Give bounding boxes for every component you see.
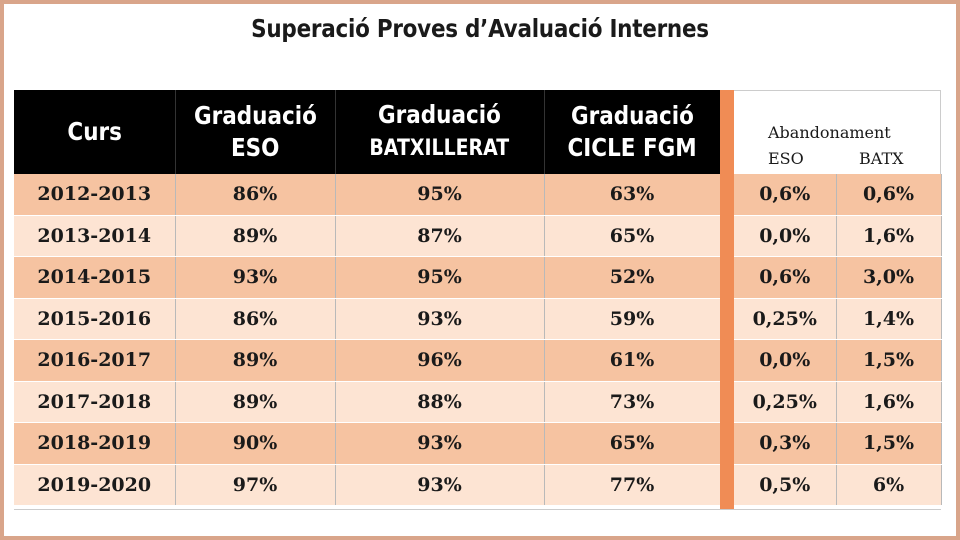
abandonament-header: Abandonament ESO BATX bbox=[734, 90, 941, 174]
cell-batx: 93% bbox=[335, 464, 545, 506]
cell-cicle: 77% bbox=[544, 464, 721, 506]
cell-abandon-eso: 0,6% bbox=[734, 256, 837, 299]
cell-batx: 95% bbox=[335, 174, 545, 216]
cell-eso: 97% bbox=[175, 464, 336, 506]
page-title: Superació Proves d’Avaluació Internes bbox=[251, 14, 709, 43]
cell-abandon-batx: 3,0% bbox=[836, 256, 942, 299]
header-graduacio-eso: Graduació ESO bbox=[175, 90, 336, 174]
header-graduacio-batxillerat: Graduació BATXILLERAT bbox=[335, 90, 545, 174]
cell-abandon-batx: 1,5% bbox=[836, 422, 942, 465]
cell-abandon-eso: 0,25% bbox=[734, 381, 837, 423]
cell-abandon-eso: 0,3% bbox=[734, 422, 837, 465]
header-graduacio-cicle: Graduació CICLE FGM bbox=[544, 90, 721, 174]
abandonament-label: Abandonament bbox=[768, 123, 891, 142]
cell-eso: 86% bbox=[175, 298, 336, 340]
cell-eso: 89% bbox=[175, 339, 336, 382]
table-row: 2019-2020 97% 93% 77% bbox=[14, 464, 721, 506]
graduation-table: Curs Graduació ESO Graduació BATXILLERAT G… bbox=[14, 90, 721, 506]
cell-batx: 95% bbox=[335, 256, 545, 299]
table-row: 2018-2019 90% 93% 65% bbox=[14, 422, 721, 465]
table-row: 0,25% 1,6% bbox=[734, 381, 942, 423]
table-row: 0,6% 0,6% bbox=[734, 174, 942, 216]
cell-batx: 93% bbox=[335, 422, 545, 465]
cell-abandon-eso: 0,0% bbox=[734, 215, 837, 257]
cell-curs: 2015-2016 bbox=[14, 298, 176, 340]
cell-abandon-batx: 1,4% bbox=[836, 298, 942, 340]
table-row: 0,5% 6% bbox=[734, 464, 942, 506]
table-row: 0,25% 1,4% bbox=[734, 298, 942, 340]
table-row: 2015-2016 86% 93% 59% bbox=[14, 298, 721, 340]
cell-eso: 89% bbox=[175, 215, 336, 257]
cell-cicle: 52% bbox=[544, 256, 721, 299]
cell-abandon-eso: 0,6% bbox=[734, 174, 837, 216]
cell-abandon-batx: 1,6% bbox=[836, 215, 942, 257]
cell-batx: 87% bbox=[335, 215, 545, 257]
table-row: 2013-2014 89% 87% 65% bbox=[14, 215, 721, 257]
cell-eso: 86% bbox=[175, 174, 336, 216]
abandonament-eso-label: ESO bbox=[768, 149, 804, 168]
table-row: 2016-2017 89% 96% 61% bbox=[14, 339, 721, 382]
cell-batx: 96% bbox=[335, 339, 545, 382]
cell-batx: 93% bbox=[335, 298, 545, 340]
table-row: 0,6% 3,0% bbox=[734, 256, 942, 299]
cell-cicle: 73% bbox=[544, 381, 721, 423]
cell-abandon-eso: 0,5% bbox=[734, 464, 837, 506]
cell-curs: 2014-2015 bbox=[14, 256, 176, 299]
cell-eso: 90% bbox=[175, 422, 336, 465]
table-row: 0,3% 1,5% bbox=[734, 422, 942, 465]
cell-abandon-eso: 0,0% bbox=[734, 339, 837, 382]
table-bottom-border bbox=[14, 509, 941, 510]
cell-curs: 2017-2018 bbox=[14, 381, 176, 423]
header-curs: Curs bbox=[14, 90, 176, 174]
cell-curs: 2018-2019 bbox=[14, 422, 176, 465]
table-row: 2012-2013 86% 95% 63% bbox=[14, 174, 721, 216]
table-row: 0,0% 1,6% bbox=[734, 215, 942, 257]
cell-cicle: 65% bbox=[544, 215, 721, 257]
cell-batx: 88% bbox=[335, 381, 545, 423]
cell-abandon-eso: 0,25% bbox=[734, 298, 837, 340]
cell-eso: 89% bbox=[175, 381, 336, 423]
cell-cicle: 63% bbox=[544, 174, 721, 216]
cell-abandon-batx: 1,5% bbox=[836, 339, 942, 382]
cell-abandon-batx: 1,6% bbox=[836, 381, 942, 423]
cell-abandon-batx: 0,6% bbox=[836, 174, 942, 216]
cell-abandon-batx: 6% bbox=[836, 464, 942, 506]
cell-curs: 2012-2013 bbox=[14, 174, 176, 216]
cell-eso: 93% bbox=[175, 256, 336, 299]
column-separator bbox=[720, 90, 734, 510]
cell-curs: 2019-2020 bbox=[14, 464, 176, 506]
table-row: 0,0% 1,5% bbox=[734, 339, 942, 382]
cell-cicle: 65% bbox=[544, 422, 721, 465]
cell-curs: 2016-2017 bbox=[14, 339, 176, 382]
abandonament-batx-label: BATX bbox=[859, 149, 904, 168]
table-row: 2014-2015 93% 95% 52% bbox=[14, 256, 721, 299]
cell-curs: 2013-2014 bbox=[14, 215, 176, 257]
table-row: 2017-2018 89% 88% 73% bbox=[14, 381, 721, 423]
cell-cicle: 59% bbox=[544, 298, 721, 340]
cell-cicle: 61% bbox=[544, 339, 721, 382]
abandonament-table: 0,6% 0,6% 0,0% 1,6% 0,6% 3,0% 0,25% 1,4%… bbox=[734, 174, 942, 506]
